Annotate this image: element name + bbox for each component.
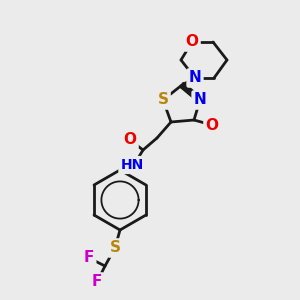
Text: F: F [84, 250, 94, 266]
Text: S: S [158, 92, 169, 107]
Text: F: F [92, 274, 102, 290]
Text: S: S [110, 241, 121, 256]
Text: O: O [124, 133, 136, 148]
Text: N: N [194, 92, 206, 107]
Text: O: O [206, 118, 218, 133]
Text: HN: HN [120, 158, 144, 172]
Text: O: O [185, 34, 199, 50]
Text: N: N [189, 70, 201, 86]
